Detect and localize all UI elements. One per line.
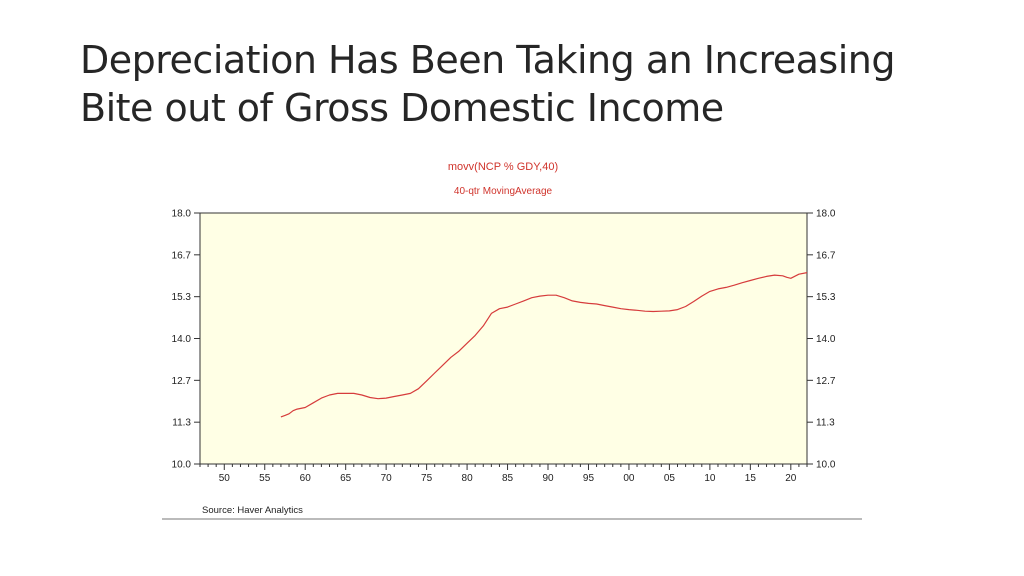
y-tick-label-right: 10.0	[816, 460, 836, 471]
y-tick-label-left: 11.3	[172, 418, 191, 429]
x-tick-label: 85	[502, 473, 514, 484]
chart-title: movv(NCP % GDY,40)	[448, 161, 558, 173]
slide-title-line-1: Depreciation Has Been Taking an Increasi…	[80, 38, 895, 82]
y-tick-label-left: 14.0	[172, 334, 192, 345]
chart-source: Source: Haver Analytics	[202, 505, 303, 516]
y-tick-label-right: 16.7	[816, 250, 836, 261]
y-tick-label-left: 16.7	[172, 250, 192, 261]
x-tick-label: 70	[381, 473, 393, 484]
slide-title: Depreciation Has Been Taking an Increasi…	[80, 36, 980, 132]
y-tick-label-right: 11.3	[816, 418, 835, 429]
y-tick-label-left: 15.3	[172, 292, 192, 303]
y-tick-label-left: 18.0	[172, 209, 192, 220]
x-tick-label: 75	[421, 473, 433, 484]
x-tick-label: 80	[462, 473, 474, 484]
slide-title-line-2: Bite out of Gross Domestic Income	[80, 86, 724, 130]
y-tick-label-right: 15.3	[816, 292, 836, 303]
y-tick-label-left: 12.7	[172, 376, 192, 387]
x-tick-label: 15	[745, 473, 757, 484]
y-tick-label-left: 10.0	[172, 460, 192, 471]
series-line	[280, 272, 808, 418]
x-tick-label: 90	[542, 473, 554, 484]
y-tick-label-right: 18.0	[816, 209, 836, 220]
x-tick-label: 50	[219, 473, 231, 484]
y-tick-label-right: 12.7	[816, 376, 836, 387]
plot-area	[199, 212, 808, 465]
x-tick-label: 65	[340, 473, 352, 484]
x-tick-label: 00	[623, 473, 635, 484]
x-tick-label: 20	[785, 473, 797, 484]
y-tick-label-right: 14.0	[816, 334, 836, 345]
x-tick-label: 60	[300, 473, 312, 484]
x-tick-label: 95	[583, 473, 595, 484]
x-tick-label: 05	[664, 473, 676, 484]
chart-subtitle: 40-qtr MovingAverage	[454, 186, 553, 197]
x-tick-label: 10	[704, 473, 716, 484]
x-tick-label: 55	[259, 473, 271, 484]
